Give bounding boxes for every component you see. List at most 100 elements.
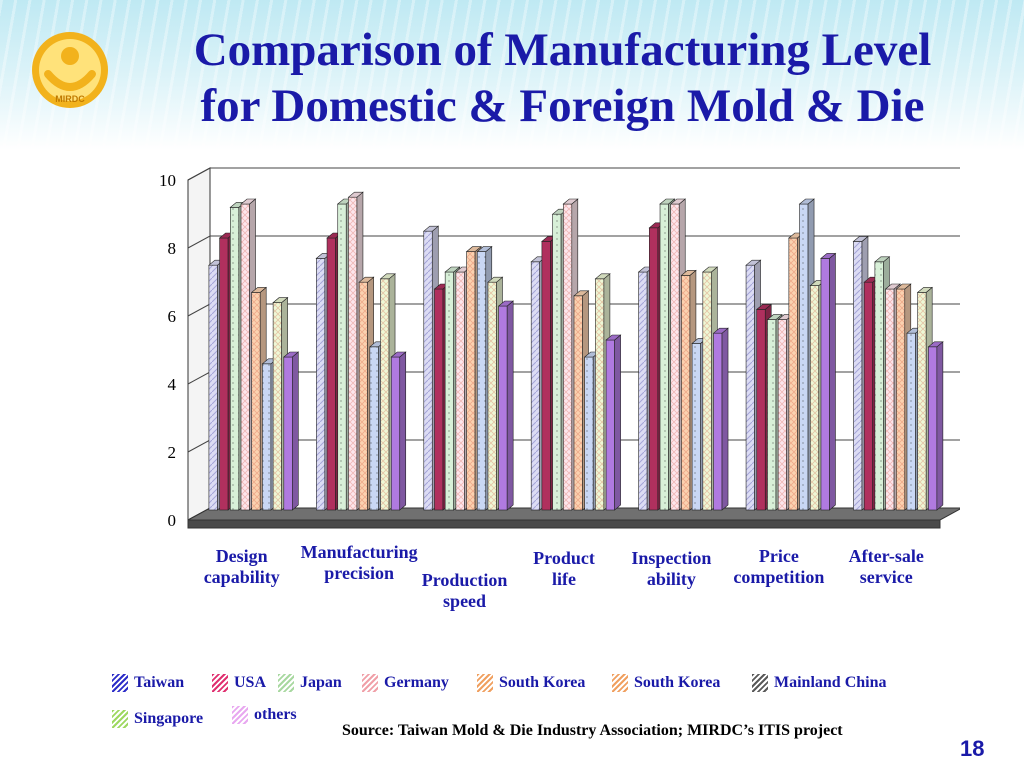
bar-front xyxy=(262,363,272,511)
bar-front xyxy=(595,278,605,511)
legend-label: Singapore xyxy=(134,710,204,727)
bar-top xyxy=(669,198,687,205)
bar-front xyxy=(562,203,573,511)
bar-front xyxy=(423,230,433,511)
bar-front xyxy=(541,241,551,511)
bar-front xyxy=(799,203,809,511)
bar xyxy=(282,351,300,511)
bar-front xyxy=(466,251,476,511)
legend-item: Mainland China xyxy=(752,674,886,692)
legend-swatch xyxy=(212,674,228,692)
gridline xyxy=(187,167,960,181)
bar-top xyxy=(282,351,300,358)
bar xyxy=(605,334,622,511)
bar xyxy=(712,327,729,511)
bar-front xyxy=(670,203,680,511)
bar-front xyxy=(358,281,368,511)
category-label: Price competition xyxy=(719,546,839,588)
bar-top xyxy=(594,273,611,280)
bar-side xyxy=(506,300,514,511)
mirdc-logo-icon: MIRDC xyxy=(32,32,108,108)
legend-item: South Korea xyxy=(612,674,720,692)
legend-label: USA xyxy=(234,674,267,691)
bar-top xyxy=(852,236,869,242)
bar-front xyxy=(390,356,401,511)
bar-front xyxy=(230,207,240,511)
legend-item: USA xyxy=(212,674,266,692)
category-label: Design capability xyxy=(182,546,302,588)
bar-front xyxy=(444,271,454,511)
bar-top xyxy=(798,198,815,205)
bar-top xyxy=(884,283,901,290)
bar-top xyxy=(465,246,482,252)
bar-front xyxy=(251,292,261,511)
bar-top xyxy=(562,198,579,205)
bar-top xyxy=(766,314,783,320)
bar-front xyxy=(584,356,594,511)
bar-front xyxy=(885,288,895,511)
bar-front xyxy=(756,309,766,511)
category-label: Manufacturing precision xyxy=(299,542,419,584)
bar-front xyxy=(283,356,293,511)
legend-item: Germany xyxy=(362,674,449,692)
legend-swatch xyxy=(278,674,294,692)
bar-front xyxy=(326,237,336,511)
title-line-2: for Domestic & Foreign Mold & Die xyxy=(200,80,925,132)
legend-item: Japan xyxy=(278,674,342,692)
bar-front xyxy=(820,258,830,511)
bar-front xyxy=(745,264,755,511)
bar-front xyxy=(713,332,723,511)
legend-item: Singapore xyxy=(112,710,203,728)
bar-front xyxy=(337,203,347,511)
bar-top xyxy=(476,246,493,252)
gridline xyxy=(187,235,960,249)
legend-label: Taiwan xyxy=(134,674,185,691)
bar-front xyxy=(208,264,218,511)
bar-side xyxy=(936,341,944,511)
bar-front xyxy=(863,281,873,511)
category-label-line: Inspection xyxy=(631,548,712,568)
y-tick-label: 0 xyxy=(168,511,177,530)
page-number: 18 xyxy=(960,736,985,761)
bar-side xyxy=(829,252,836,511)
category-label: After-sale service xyxy=(826,546,946,588)
category-label-line: service xyxy=(859,567,913,587)
category-label-line: life xyxy=(552,569,576,589)
bar-top xyxy=(240,198,257,205)
bar-chart: 0 2 4 6 8 10 xyxy=(159,167,960,530)
bar-front xyxy=(476,251,487,511)
category-label-line: capability xyxy=(203,567,280,587)
y-tick-label: 8 xyxy=(168,239,177,258)
bar-front xyxy=(272,302,282,511)
legend-swatch xyxy=(612,674,628,692)
bar xyxy=(497,300,515,511)
category-label-line: Price xyxy=(758,546,799,566)
category-label-line: Product xyxy=(533,548,595,568)
bar-front xyxy=(649,227,659,511)
bar-top xyxy=(497,300,515,307)
legend-swatch xyxy=(752,674,768,692)
bar xyxy=(820,252,837,511)
legend-swatch xyxy=(112,674,128,692)
bar-front xyxy=(380,278,390,511)
bar-front xyxy=(316,258,326,511)
chart-legend: Taiwan USA Japan Germany South Korea South Ko… xyxy=(112,670,972,740)
bar-front xyxy=(348,196,358,511)
bar-top xyxy=(272,297,289,303)
bar-front xyxy=(809,285,820,511)
bar-front xyxy=(573,295,583,511)
bar-front xyxy=(455,271,465,511)
bar-front xyxy=(895,288,906,511)
bar-front xyxy=(853,241,863,511)
category-label: Product life xyxy=(504,548,624,590)
legend-label: South Korea xyxy=(634,674,721,691)
bar-top xyxy=(701,266,719,273)
bar-top xyxy=(605,334,622,341)
legend-label: Germany xyxy=(384,674,449,691)
bar-top xyxy=(745,259,762,266)
category-label-line: Production xyxy=(421,570,508,590)
category-label-line: After-sale xyxy=(848,546,924,566)
bar-top xyxy=(347,191,364,198)
bar-front xyxy=(434,288,444,511)
bar-front xyxy=(240,203,250,511)
